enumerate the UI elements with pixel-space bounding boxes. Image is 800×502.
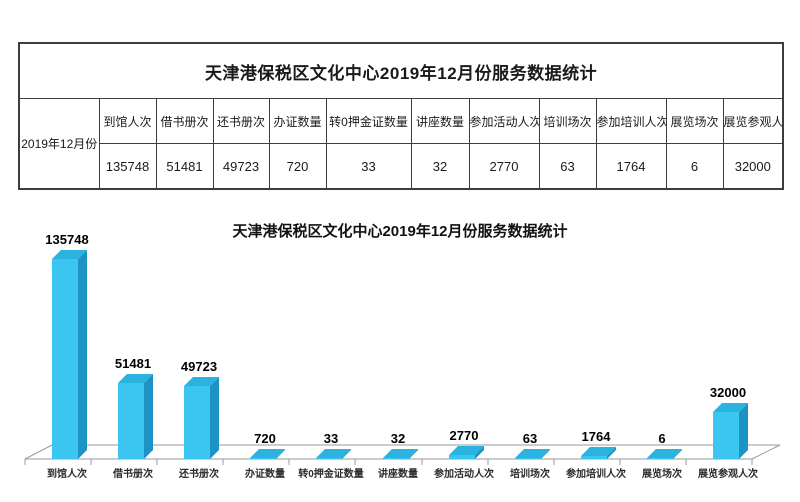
table-row-label: 2019年12月份 — [18, 98, 100, 190]
table-header-11: 展览参观人次 — [722, 98, 784, 144]
category-label: 还书册次 — [179, 469, 219, 480]
category-label: 讲座数量 — [378, 469, 418, 480]
table-value-11: 32000 — [722, 143, 784, 190]
bar-value-label: 33 — [323, 431, 339, 446]
bar-value-label: 6 — [658, 431, 666, 446]
category-label: 展览场次 — [642, 469, 682, 480]
bar-value-label: 135748 — [45, 232, 89, 247]
table-value-7: 2770 — [468, 143, 540, 190]
table-header-4: 办证数量 — [268, 98, 327, 144]
bar-front-展览参观人次 — [713, 412, 739, 459]
bar-chart: 天津港保税区文化中心2019年12月份服务数据统计 135748 到馆人次 5148… — [0, 210, 800, 502]
bar-front-办证数量 — [250, 458, 276, 459]
table-value-4: 720 — [268, 143, 327, 190]
table-value-9: 1764 — [595, 143, 667, 190]
table-value-6: 32 — [410, 143, 470, 190]
bar-front-讲座数量 — [383, 458, 409, 459]
table-header-6: 讲座数量 — [410, 98, 470, 144]
table-header-3: 还书册次 — [212, 98, 270, 144]
table-value-3: 49723 — [212, 143, 270, 190]
table-value-1: 135748 — [98, 143, 157, 190]
bar-front-转0押金证数量 — [316, 458, 342, 459]
chart-axis-floor — [24, 444, 781, 465]
category-label: 展览参观人次 — [698, 469, 758, 480]
bar-front-还书册次 — [184, 386, 210, 459]
category-label: 办证数量 — [245, 469, 285, 480]
bar-value-label: 720 — [254, 431, 276, 446]
table-value-5: 33 — [325, 143, 412, 190]
bar-value-label: 2770 — [449, 428, 479, 443]
category-label: 借书册次 — [113, 469, 153, 480]
table-header-5: 转0押金证数量 — [325, 98, 412, 144]
chart-title: 天津港保税区文化中心2019年12月份服务数据统计 — [232, 223, 568, 240]
bar-front-培训场次 — [515, 458, 541, 459]
table-header-10: 展览场次 — [665, 98, 724, 144]
floor-right-edge — [751, 444, 781, 460]
category-label: 培训场次 — [510, 469, 550, 480]
service-data-table: 天津港保税区文化中心2019年12月份服务数据统计 2019年12月份 到馆人次… — [18, 42, 785, 190]
bar-value-label: 32000 — [709, 385, 747, 400]
table-value-10: 6 — [665, 143, 724, 190]
bar-front-参加活动人次 — [449, 455, 475, 459]
bar-value-label: 49723 — [180, 359, 218, 374]
bar-value-label: 63 — [522, 431, 538, 446]
bar-front-到馆人次 — [52, 259, 78, 459]
bar-side-借书册次 — [144, 374, 153, 459]
bar-side-还书册次 — [210, 377, 219, 459]
table-header-1: 到馆人次 — [98, 98, 157, 144]
table-header-8: 培训场次 — [538, 98, 597, 144]
bar-side-展览参观人次 — [739, 403, 748, 459]
bar-value-label: 1764 — [581, 429, 611, 444]
category-label: 参加活动人次 — [434, 469, 494, 480]
table-value-8: 63 — [538, 143, 597, 190]
bar-front-参加培训人次 — [581, 456, 607, 459]
category-label: 到馆人次 — [47, 469, 87, 480]
table-header-9: 参加培训人次 — [595, 98, 667, 144]
table-header-7: 参加活动人次 — [468, 98, 540, 144]
bar-value-label: 51481 — [114, 356, 152, 371]
table-value-2: 51481 — [155, 143, 214, 190]
table-title: 天津港保税区文化中心2019年12月份服务数据统计 — [18, 42, 784, 99]
table-header-2: 借书册次 — [155, 98, 214, 144]
floor-left-edge — [24, 444, 53, 460]
bar-value-label: 32 — [390, 431, 406, 446]
bar-front-展览场次 — [647, 458, 673, 459]
bar-side-到馆人次 — [78, 250, 87, 459]
bar-front-借书册次 — [118, 383, 144, 459]
category-axis-ticks — [24, 459, 753, 465]
category-label: 参加培训人次 — [566, 469, 626, 480]
category-label: 转0押金证数量 — [298, 469, 364, 480]
